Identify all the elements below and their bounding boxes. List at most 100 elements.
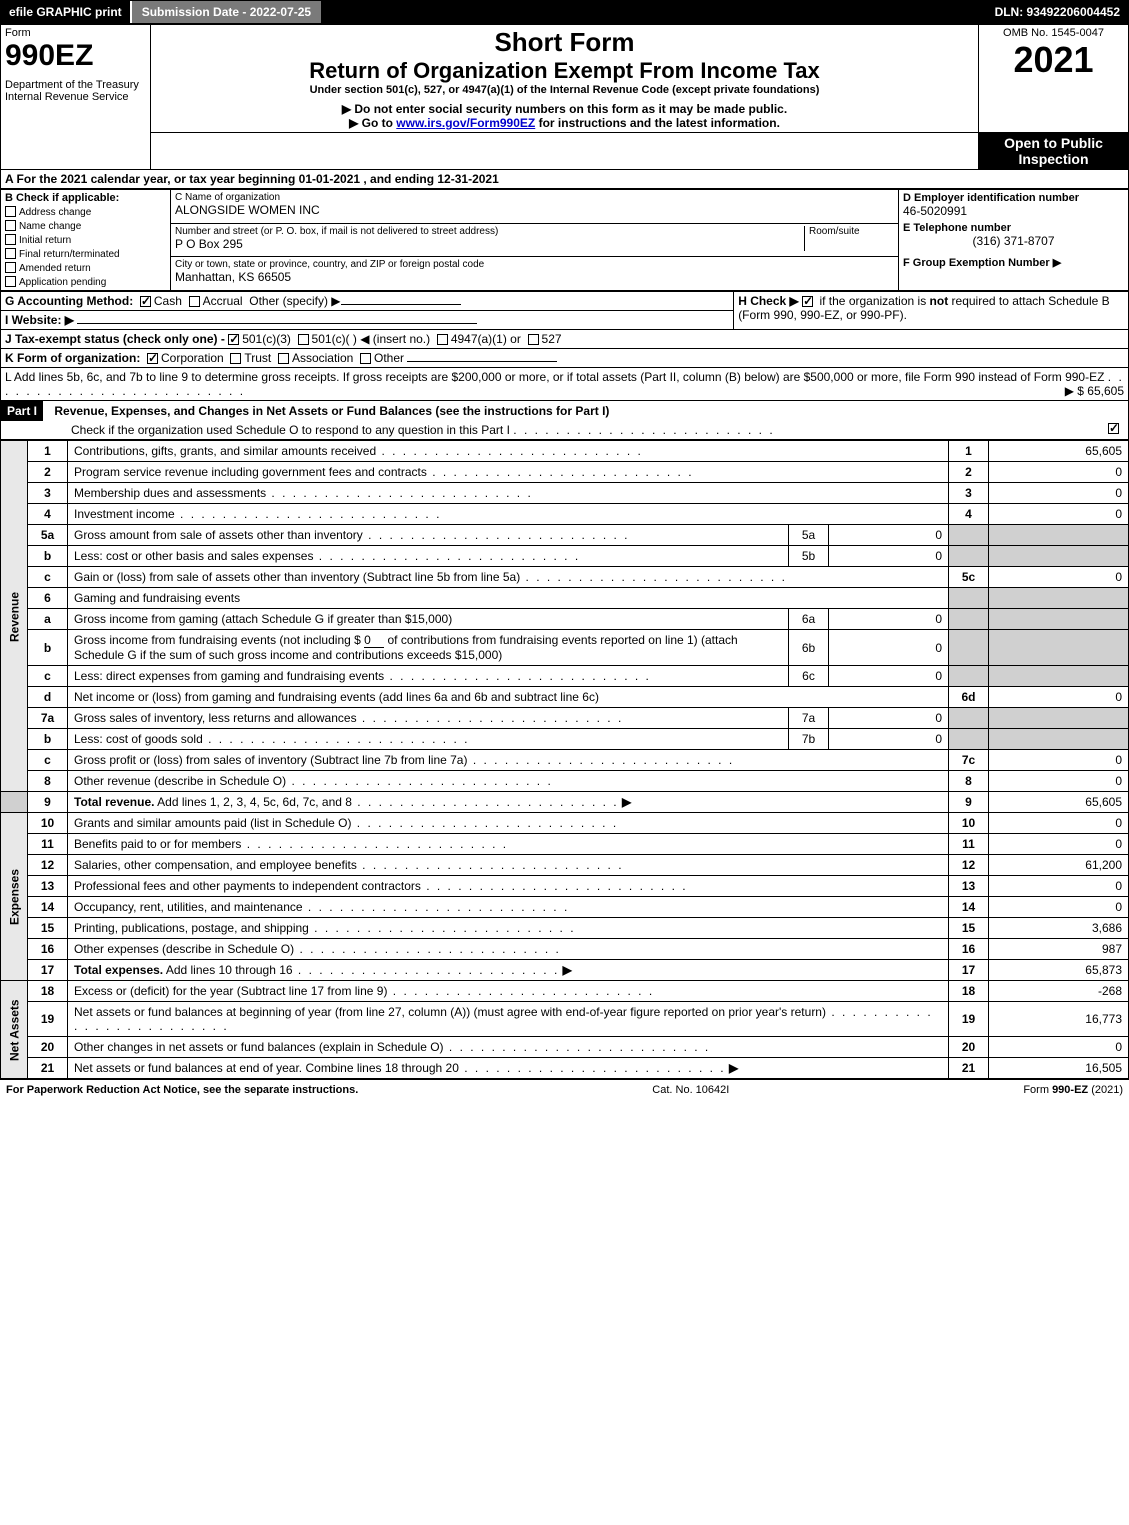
app-pending-label: Application pending bbox=[19, 277, 106, 288]
line-desc: Less: cost of goods sold bbox=[68, 729, 789, 750]
city-label: City or town, state or province, country… bbox=[175, 259, 894, 270]
527-label: 527 bbox=[542, 332, 562, 346]
line-desc: Salaries, other compensation, and employ… bbox=[68, 855, 949, 876]
line-num: 18 bbox=[28, 981, 68, 1002]
section-k: K Form of organization: Corporation Trus… bbox=[0, 349, 1129, 368]
other-org-input[interactable] bbox=[407, 361, 557, 362]
line-num: 20 bbox=[28, 1037, 68, 1058]
checkbox-application-pending[interactable] bbox=[5, 276, 16, 287]
street-label: Number and street (or P. O. box, if mail… bbox=[175, 226, 804, 237]
org-name: ALONGSIDE WOMEN INC bbox=[175, 203, 894, 217]
checkbox-schedule-b[interactable] bbox=[802, 296, 813, 307]
checkbox-527[interactable] bbox=[528, 334, 539, 345]
4947-label: 4947(a)(1) or bbox=[451, 332, 521, 346]
checkbox-association[interactable] bbox=[278, 353, 289, 364]
line-rnum: 11 bbox=[949, 834, 989, 855]
gross-receipts-amount: ▶ $ 65,605 bbox=[1065, 384, 1124, 398]
header-table: Form 990EZ Department of the Treasury In… bbox=[0, 24, 1129, 170]
line-amt: 0 bbox=[989, 483, 1129, 504]
sub-amt: 0 bbox=[829, 609, 949, 630]
checkbox-cash[interactable] bbox=[140, 296, 151, 307]
line-num: 9 bbox=[28, 792, 68, 813]
top-bar: efile GRAPHIC print Submission Date - 20… bbox=[0, 0, 1129, 24]
omb-number: OMB No. 1545-0047 bbox=[983, 27, 1124, 39]
section-j: J Tax-exempt status (check only one) - 5… bbox=[0, 330, 1129, 349]
checkbox-trust[interactable] bbox=[230, 353, 241, 364]
sub-amt: 0 bbox=[829, 525, 949, 546]
checkbox-accrual[interactable] bbox=[189, 296, 200, 307]
line-num: c bbox=[28, 750, 68, 771]
website-label: I Website: ▶ bbox=[5, 313, 74, 327]
line-num: 10 bbox=[28, 813, 68, 834]
line-amt: 0 bbox=[989, 687, 1129, 708]
form-word: Form bbox=[5, 27, 146, 39]
return-title: Return of Organization Exempt From Incom… bbox=[155, 58, 974, 84]
checkbox-amended-return[interactable] bbox=[5, 262, 16, 273]
line-rnum: 10 bbox=[949, 813, 989, 834]
sub-amt: 0 bbox=[829, 666, 949, 687]
corp-label: Corporation bbox=[161, 351, 224, 365]
amended-return-label: Amended return bbox=[19, 263, 91, 274]
501c3-label: 501(c)(3) bbox=[242, 332, 291, 346]
part1-heading: Revenue, Expenses, and Changes in Net As… bbox=[46, 404, 609, 418]
line-desc: Less: cost or other basis and sales expe… bbox=[68, 546, 789, 567]
checkbox-name-change[interactable] bbox=[5, 220, 16, 231]
sub-amt: 0 bbox=[829, 708, 949, 729]
line-amt: 0 bbox=[989, 813, 1129, 834]
checkbox-address-change[interactable] bbox=[5, 206, 16, 217]
checkbox-4947[interactable] bbox=[437, 334, 448, 345]
checkbox-501c[interactable] bbox=[298, 334, 309, 345]
line-rnum: 13 bbox=[949, 876, 989, 897]
street-value: P O Box 295 bbox=[175, 237, 804, 251]
checkbox-other-org[interactable] bbox=[360, 353, 371, 364]
line-desc: Gross income from fundraising events (no… bbox=[68, 630, 789, 666]
group-exemption-label: F Group Exemption Number ▶ bbox=[903, 256, 1124, 269]
line-rnum: 3 bbox=[949, 483, 989, 504]
accounting-method-label: G Accounting Method: bbox=[5, 294, 133, 308]
other-method-label: Other (specify) ▶ bbox=[249, 294, 340, 308]
irs-link[interactable]: www.irs.gov/Form990EZ bbox=[396, 116, 535, 130]
dept-label: Department of the Treasury Internal Reve… bbox=[5, 79, 146, 103]
efile-label[interactable]: efile GRAPHIC print bbox=[1, 1, 130, 23]
under-section: Under section 501(c), 527, or 4947(a)(1)… bbox=[155, 84, 974, 96]
fundraising-blank[interactable]: 0 bbox=[364, 633, 384, 648]
line-amt: 0 bbox=[989, 897, 1129, 918]
line-amt: 0 bbox=[989, 750, 1129, 771]
checkbox-initial-return[interactable] bbox=[5, 234, 16, 245]
line-desc: Membership dues and assessments bbox=[68, 483, 949, 504]
line-num: b bbox=[28, 630, 68, 666]
website-input[interactable] bbox=[77, 323, 477, 324]
checkbox-final-return[interactable] bbox=[5, 248, 16, 259]
part1-label: Part I bbox=[1, 401, 43, 421]
short-form-title: Short Form bbox=[155, 27, 974, 58]
line-num: 19 bbox=[28, 1002, 68, 1037]
line-num: 7a bbox=[28, 708, 68, 729]
line-desc: Occupancy, rent, utilities, and maintena… bbox=[68, 897, 949, 918]
501c-label: 501(c)( ) ◀ (insert no.) bbox=[312, 332, 431, 346]
line-amt: 987 bbox=[989, 939, 1129, 960]
goto-note: ▶ Go to www.irs.gov/Form990EZ for instru… bbox=[155, 116, 974, 130]
line-desc: Net income or (loss) from gaming and fun… bbox=[68, 687, 949, 708]
part1-header-row: Part I Revenue, Expenses, and Changes in… bbox=[0, 401, 1129, 440]
line-rnum: 2 bbox=[949, 462, 989, 483]
line-desc: Less: direct expenses from gaming and fu… bbox=[68, 666, 789, 687]
line-num: 11 bbox=[28, 834, 68, 855]
line-desc: Total revenue. Add lines 1, 2, 3, 4, 5c,… bbox=[68, 792, 949, 813]
other-method-input[interactable] bbox=[341, 304, 461, 305]
ein-label: D Employer identification number bbox=[903, 192, 1124, 204]
line-amt: 0 bbox=[989, 771, 1129, 792]
expenses-vlabel: Expenses bbox=[1, 813, 28, 981]
line-num: 14 bbox=[28, 897, 68, 918]
line-num: c bbox=[28, 567, 68, 588]
line-rnum: 5c bbox=[949, 567, 989, 588]
name-of-org-label: C Name of organization bbox=[175, 192, 894, 203]
line-amt: 61,200 bbox=[989, 855, 1129, 876]
line-num: 5a bbox=[28, 525, 68, 546]
checkbox-corporation[interactable] bbox=[147, 353, 158, 364]
line-desc: Investment income bbox=[68, 504, 949, 525]
checkbox-501c3[interactable] bbox=[228, 334, 239, 345]
shade-cell bbox=[989, 630, 1129, 666]
no-ssn-note: ▶ Do not enter social security numbers o… bbox=[155, 102, 974, 116]
checkbox-schedule-o[interactable] bbox=[1108, 423, 1119, 434]
sub-num: 6a bbox=[789, 609, 829, 630]
